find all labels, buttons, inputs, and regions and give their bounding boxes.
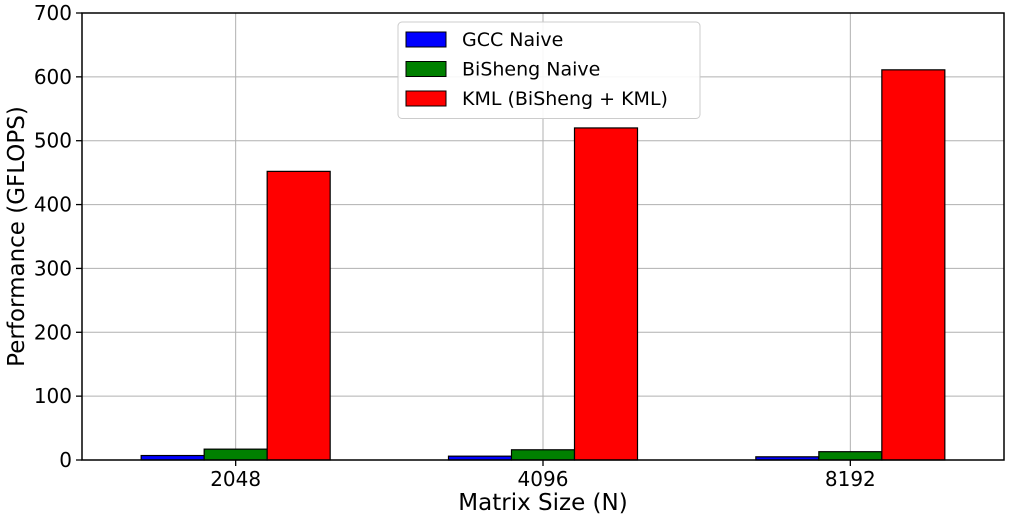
y-axis-ticks: 0 100 200 300 400 500 600 700 [34,1,82,472]
x-tick-label: 2048 [210,467,261,491]
x-tick-label: 4096 [518,467,569,491]
bar-kml-bisheng-kml-4096 [573,127,639,461]
grid-lines [82,12,1004,461]
bar-bisheng-naive-8192 [818,451,883,461]
y-tick-label: 700 [34,1,72,25]
bar-kml-bisheng-kml-8192 [881,69,946,461]
legend-box [397,21,701,119]
y-tick-label: 400 [34,193,72,217]
legend-swatch [405,31,447,48]
x-axis-title: Matrix Size (N) [458,490,627,516]
legend-label: BiSheng Naive [462,59,600,81]
legend-label: KML (BiSheng + KML) [462,88,668,110]
legend-label: GCC Naive [462,29,563,51]
y-tick-label: 100 [34,384,72,408]
y-tick-label: 200 [34,320,72,344]
legend-items: GCC Naive BiSheng Naive KML (BiSheng + KML… [405,29,668,110]
x-axis-ticks: 2048 4096 8192 [210,460,876,491]
y-tick-label: 0 [59,448,72,472]
legend-swatch [405,61,447,77]
bars [140,69,946,461]
legend-swatch [405,90,447,107]
x-tick-label: 8192 [825,467,876,491]
bar-kml-bisheng-kml-2048 [266,170,331,461]
y-axis-title: Performance (GFLOPS) [4,106,30,367]
y-tick-label: 500 [34,129,72,153]
y-tick-label: 600 [34,65,72,89]
y-tick-label: 300 [34,256,72,280]
legend: GCC Naive BiSheng Naive KML (BiSheng + KML… [397,21,701,119]
bar-bisheng-naive-2048 [203,448,268,461]
bar-bisheng-naive-4096 [510,449,576,461]
